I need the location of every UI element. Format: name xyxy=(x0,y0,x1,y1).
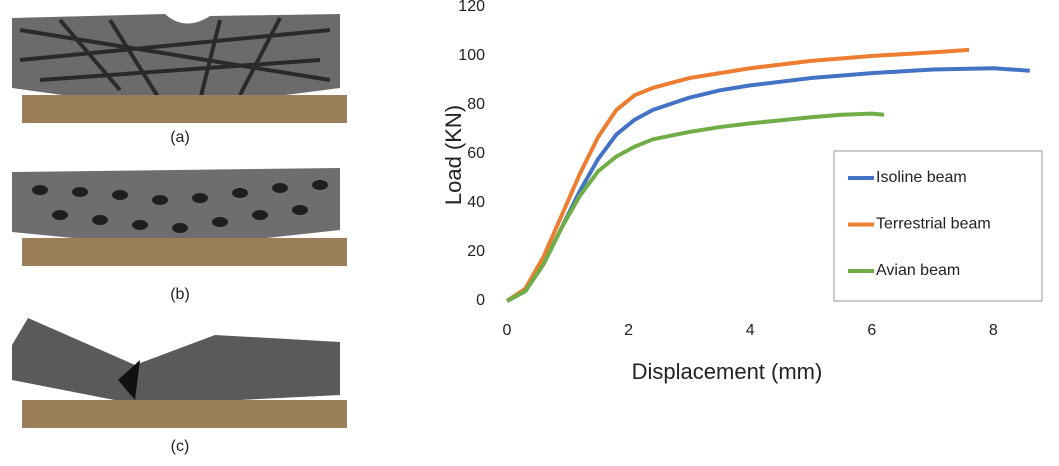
x-tick-label: 4 xyxy=(746,322,755,339)
panel-label: (a) xyxy=(170,129,190,146)
y-tick-label: 0 xyxy=(476,292,485,309)
y-axis-title: Load (KN) xyxy=(441,105,466,205)
data-line xyxy=(506,111,885,303)
x-axis-title: Displacement (mm) xyxy=(632,359,823,384)
photo-b xyxy=(12,168,347,266)
x-tick-label: 6 xyxy=(867,322,876,339)
y-tick-label: 40 xyxy=(467,194,485,211)
x-tick-label: 2 xyxy=(624,322,633,339)
y-tick-label: 20 xyxy=(467,243,485,260)
y-tick-label: 120 xyxy=(458,0,485,15)
photo-c xyxy=(12,318,347,428)
legend-label: Avian beam xyxy=(876,262,960,279)
y-tick-label: 100 xyxy=(458,47,485,64)
legend-label: Isoline beam xyxy=(876,169,967,186)
panel-label: (c) xyxy=(171,438,190,455)
photo-a xyxy=(12,14,347,123)
y-tick-label: 80 xyxy=(467,96,485,113)
legend-label: Terrestrial beam xyxy=(876,216,991,233)
panel-label: (b) xyxy=(170,286,190,303)
x-tick-label: 0 xyxy=(503,322,512,339)
y-tick-label: 60 xyxy=(467,145,485,162)
x-tick-label: 8 xyxy=(989,322,998,339)
data-line xyxy=(505,47,970,303)
